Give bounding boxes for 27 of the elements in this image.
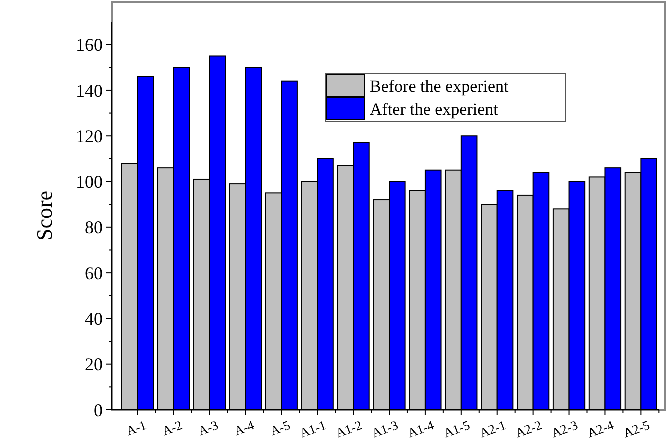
x-tick-label: A2-1 [478, 417, 508, 438]
y-tick-label: 100 [76, 172, 103, 192]
x-tick-label: A2-4 [586, 417, 616, 438]
x-tick-label: A1-1 [298, 417, 328, 438]
x-tick-label: A-5 [268, 417, 292, 438]
x-tick-label: A1-2 [334, 417, 364, 438]
x-tick-label: A2-5 [622, 417, 652, 438]
x-tick-label: A1-3 [370, 417, 400, 438]
x-tick-label: A1-5 [442, 417, 472, 438]
x-tick-label: A2-3 [550, 417, 580, 438]
x-tick-label: A-3 [196, 417, 220, 438]
x-tick-label: A-4 [232, 417, 257, 438]
x-tick-label: A-1 [124, 417, 148, 438]
y-tick-label: 160 [76, 35, 103, 56]
x-tick-label: A-2 [160, 417, 184, 438]
y-tick-label: 140 [76, 80, 103, 101]
y-tick-label: 0 [94, 400, 103, 420]
y-tick-label: 80 [85, 218, 103, 238]
y-tick-label: 20 [85, 354, 103, 375]
x-tick-label: A2-2 [514, 417, 544, 438]
y-tick-label: 120 [76, 126, 103, 146]
y-axis-title: Score [32, 190, 57, 242]
y-tick-label: 40 [85, 309, 103, 330]
y-tick-label: 60 [85, 263, 103, 284]
legend-label: After the experient [370, 100, 499, 119]
x-tick-label: A1-4 [406, 417, 437, 438]
legend-label: Before the experient [370, 76, 510, 96]
